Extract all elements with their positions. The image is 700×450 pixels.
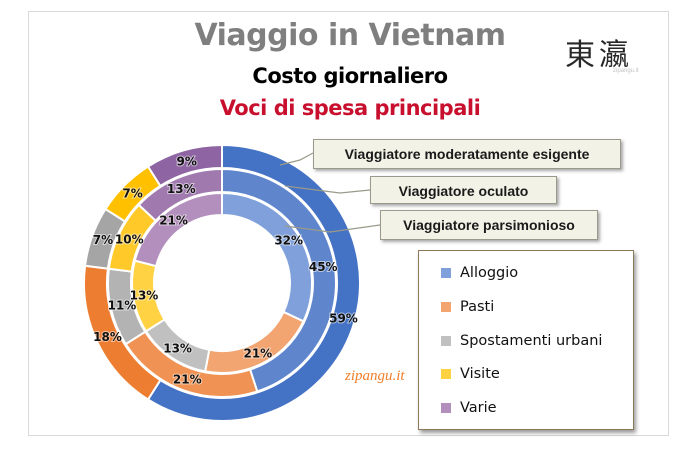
segment-percent-label: 7% <box>93 233 113 247</box>
segment-percent-label: 32% <box>274 234 303 248</box>
chart-legend: Alloggio Pasti Spostamenti urbani Visite… <box>418 250 634 430</box>
callout-leader-lines <box>279 152 381 233</box>
segment-percent-label: 18% <box>93 330 122 344</box>
segment-percent-label: 9% <box>177 155 197 169</box>
legend-item-visite: Visite <box>441 364 500 384</box>
legend-item-spostamenti: Spostamenti urbani <box>441 331 602 351</box>
donut-labels: 59% 18% 7% 7% 9% 45% 21% 11% 10% 13% 32% 21% 13% 13% 2… <box>92 154 359 388</box>
segment-percent-label: 10% <box>115 232 144 246</box>
legend-item-varie: Varie <box>441 398 497 418</box>
callout-careful: Viaggiatore oculato <box>370 176 557 204</box>
legend-swatch-icon <box>441 369 451 379</box>
calligraphy-logo: 東瀛 zipangu.it <box>565 30 645 80</box>
callout-moderately-demanding: Viaggiatore moderatamente esigente <box>313 139 621 169</box>
legend-label: Varie <box>460 400 497 416</box>
legend-item-pasti: Pasti <box>441 297 494 317</box>
segment-percent-label: 21% <box>243 346 272 360</box>
chart-title: Viaggio in Vietnam <box>194 18 506 53</box>
legend-swatch-icon <box>441 403 451 413</box>
segment-percent-label: 45% <box>309 260 338 274</box>
legend-label: Spostamenti urbani <box>460 333 603 349</box>
chart-subtitle: Costo giornaliero <box>252 64 448 88</box>
callout-frugal: Viaggiatore parsimonioso <box>380 210 598 240</box>
segment-percent-label: 21% <box>159 214 188 228</box>
legend-swatch-icon <box>441 336 451 346</box>
legend-label: Visite <box>460 366 500 382</box>
donut-rings <box>83 143 361 422</box>
segment-percent-label: 59% <box>329 311 358 325</box>
logo-text: 東瀛 <box>565 38 633 73</box>
chart-subtitle-2: Voci di spesa principali <box>219 96 481 120</box>
donut-segment <box>133 191 223 268</box>
watermark: zipangu.it <box>345 368 405 384</box>
legend-label: Pasti <box>460 299 495 315</box>
legend-item-alloggio: Alloggio <box>441 263 518 283</box>
segment-percent-label: 21% <box>173 372 202 386</box>
legend-swatch-icon <box>441 268 451 278</box>
segment-percent-label: 13% <box>163 341 192 355</box>
logo-caption: zipangu.it <box>613 68 639 74</box>
legend-swatch-icon <box>441 302 451 312</box>
segment-percent-label: 13% <box>167 182 196 196</box>
legend-label: Alloggio <box>460 265 519 281</box>
segment-percent-label: 7% <box>122 187 142 201</box>
segment-percent-label: 13% <box>130 288 159 302</box>
segment-percent-label: 11% <box>108 298 137 312</box>
